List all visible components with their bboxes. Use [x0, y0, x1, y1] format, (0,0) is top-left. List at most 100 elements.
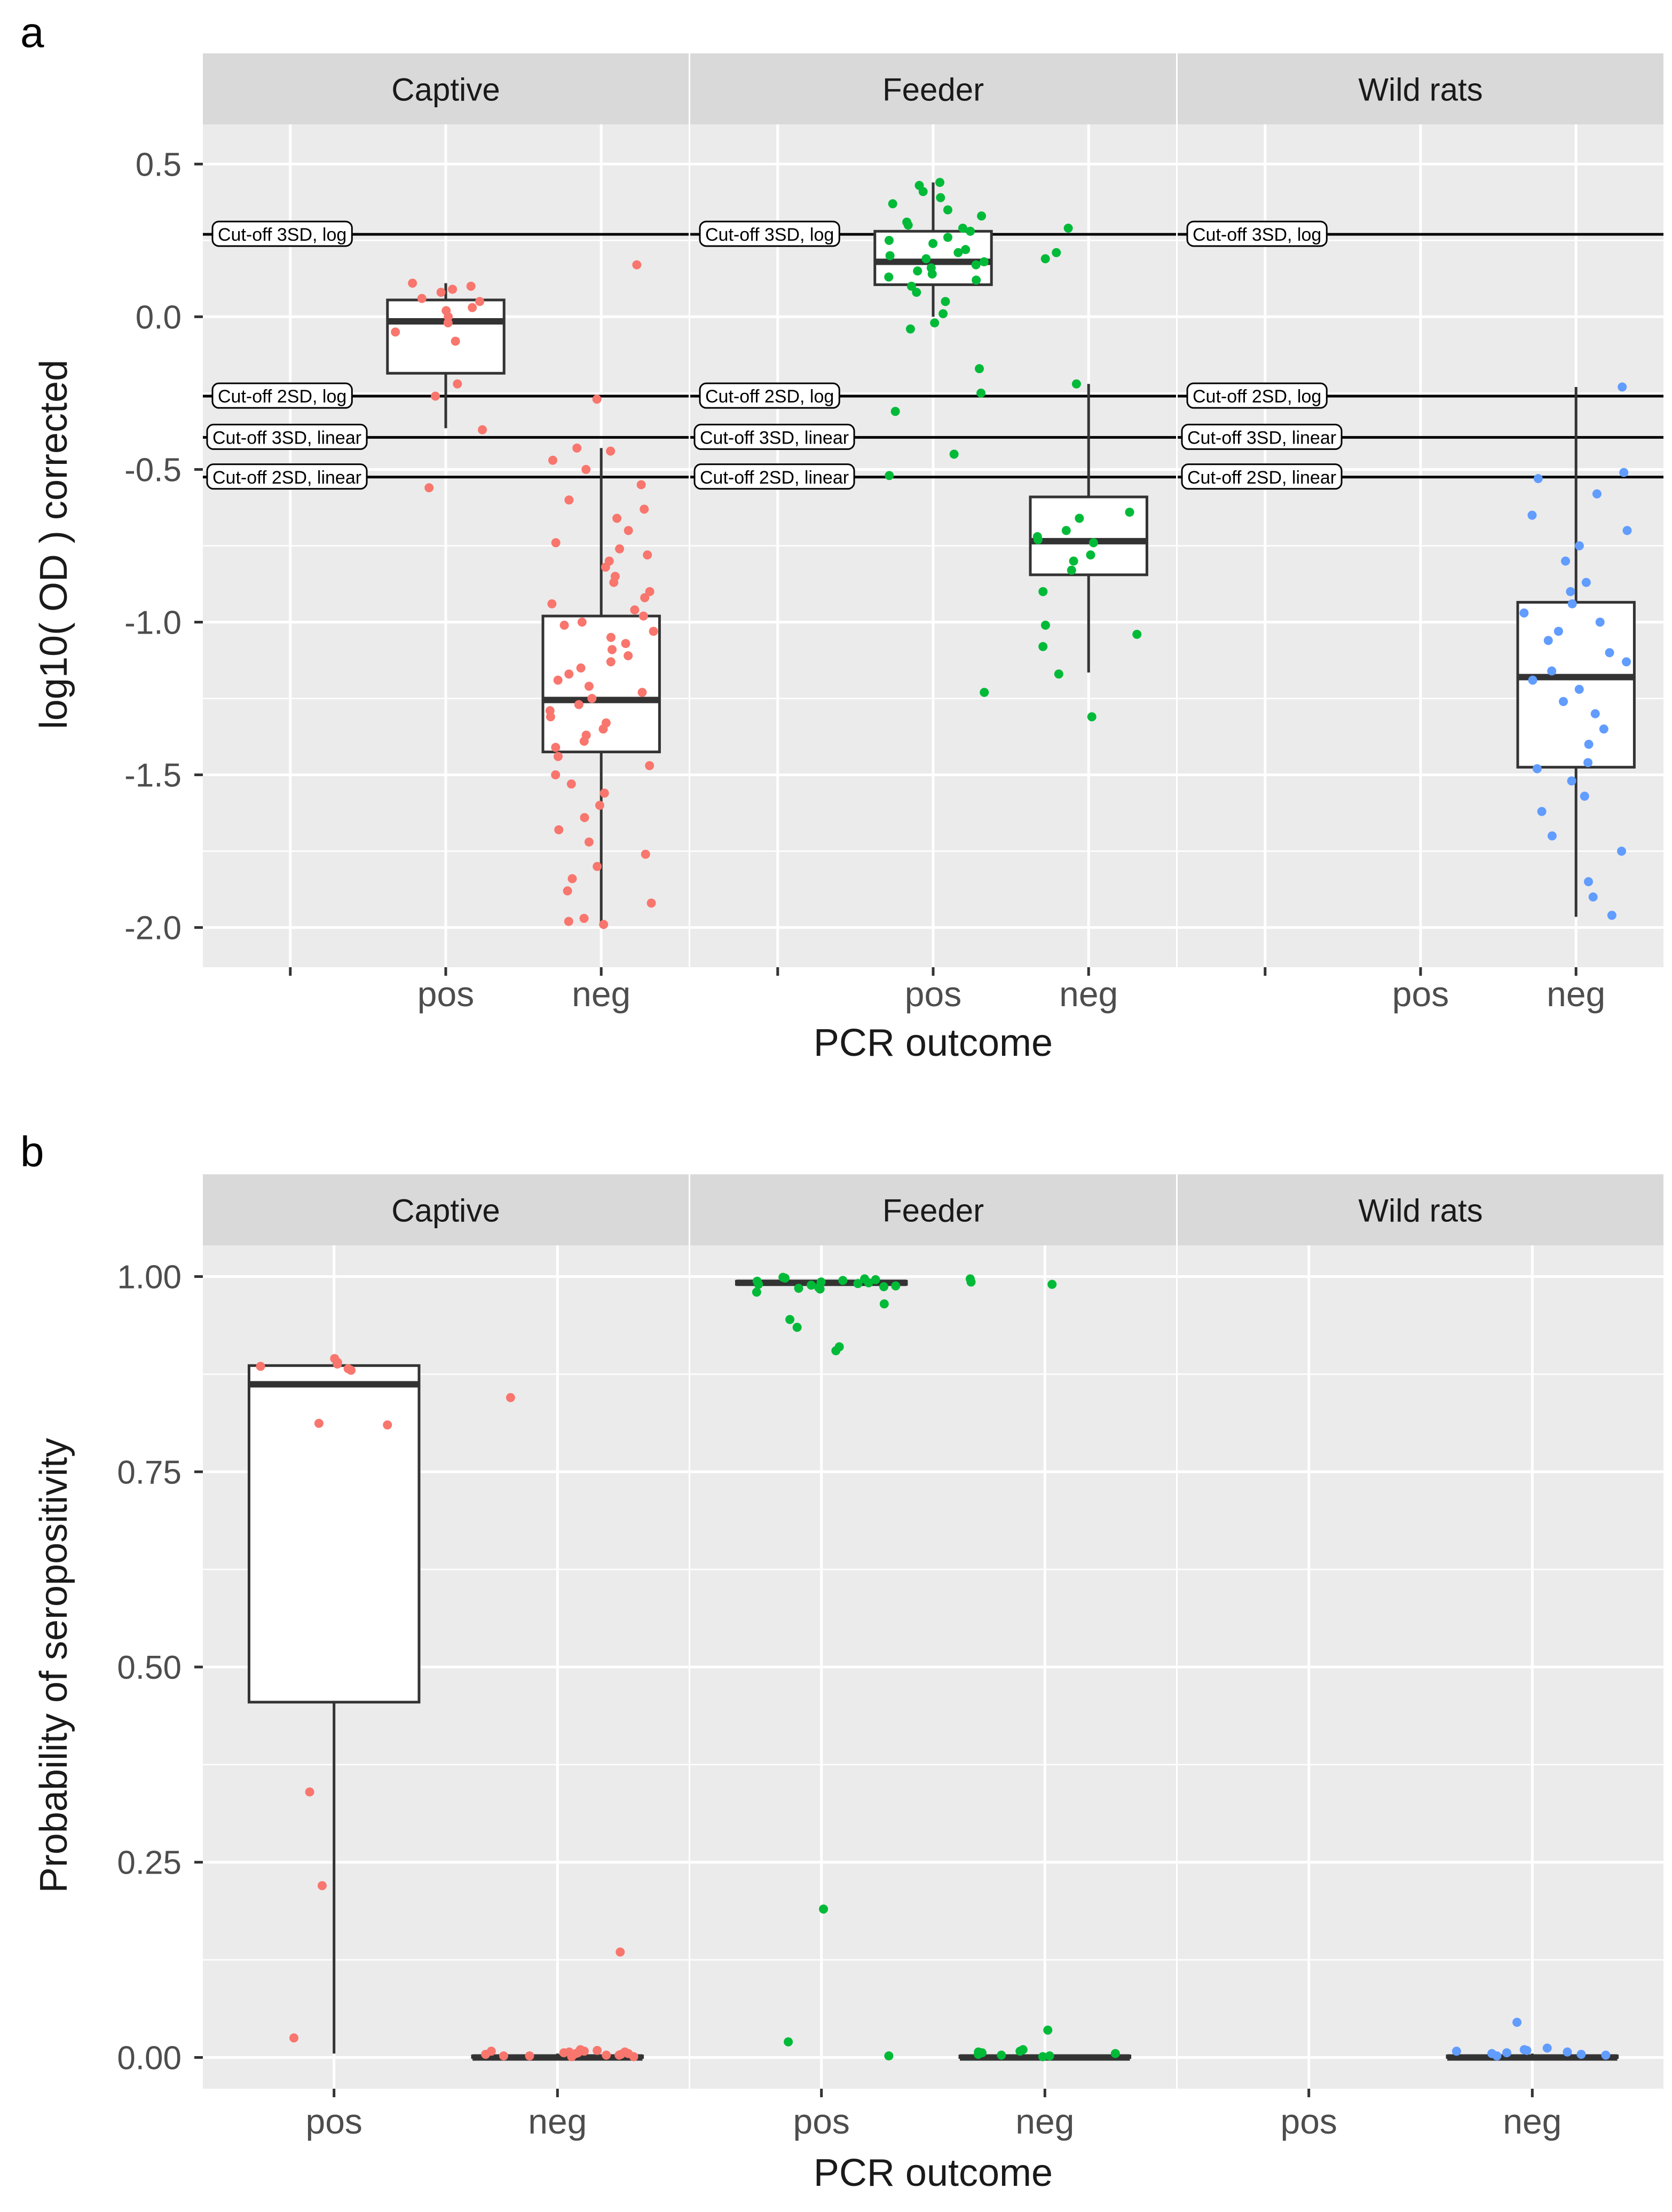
points-wild-rats-neg: [1519, 382, 1632, 920]
facet-title: Captive: [391, 72, 500, 108]
data-point: [938, 309, 948, 319]
data-point: [333, 1359, 342, 1369]
data-point: [599, 920, 609, 929]
points-wild-rats-neg: [1452, 2018, 1611, 2061]
data-point: [906, 281, 916, 291]
points-feeder-pos: [884, 178, 989, 697]
data-point: [317, 1881, 327, 1891]
box-wild-rats-neg: [1446, 2018, 1619, 2061]
data-point: [792, 1323, 802, 1332]
data-point: [921, 254, 931, 264]
data-point: [976, 388, 986, 398]
points-feeder-neg: [1032, 224, 1142, 722]
data-point: [256, 1362, 265, 1371]
data-point: [305, 1787, 314, 1797]
panel-label-a: a: [20, 9, 44, 56]
data-point: [553, 675, 563, 685]
cutoff-label-box: [699, 382, 840, 409]
data-point: [903, 220, 913, 230]
data-point: [961, 245, 971, 255]
y-tick-label: 0.75: [117, 1454, 182, 1491]
data-point: [884, 235, 894, 245]
cutoff-label-box: [693, 423, 855, 450]
data-point: [614, 2050, 624, 2060]
data-point: [1086, 550, 1095, 560]
data-point: [1038, 642, 1048, 651]
x-tick-label: neg: [572, 974, 630, 1014]
cutoff-label: Cut-off 2SD, linear: [212, 468, 361, 488]
data-point: [640, 593, 650, 603]
data-point: [784, 2037, 793, 2047]
data-point: [975, 364, 984, 374]
cutoff-label-box: [206, 463, 368, 490]
data-point: [1619, 468, 1629, 477]
data-point: [979, 257, 989, 266]
data-point: [1599, 724, 1608, 734]
y-tick-label: -1.5: [124, 757, 182, 794]
y-tick-label: 0.25: [117, 1845, 182, 1882]
data-point: [949, 449, 959, 459]
x-tick-label: pos: [1392, 974, 1449, 1014]
facet-feeder: Feeder pos neg Cut-off 3SD, log Cut-off 2SD,…: [690, 53, 1176, 1014]
data-point: [884, 2051, 894, 2061]
data-point: [890, 407, 900, 416]
facet-strip: [690, 53, 1176, 124]
data-point: [630, 605, 640, 615]
data-point: [383, 1420, 392, 1429]
data-point: [1087, 712, 1097, 722]
facet-strip: [1178, 1174, 1663, 1245]
data-point: [884, 272, 894, 282]
y-tick-label: 0.0: [136, 299, 182, 336]
data-point: [1561, 556, 1571, 566]
data-point: [1595, 618, 1605, 627]
data-point: [1543, 636, 1553, 645]
facet-title: Wild rats: [1358, 72, 1482, 108]
data-point: [1622, 526, 1632, 535]
x-tick-label: neg: [1503, 2102, 1561, 2141]
data-point: [1054, 669, 1063, 679]
data-point: [1583, 758, 1593, 768]
data-point: [443, 318, 453, 328]
box-wild-rats-neg: [1516, 382, 1636, 920]
data-point: [1566, 587, 1575, 596]
box-captive-neg: [471, 1393, 644, 2061]
box-captive-neg: [541, 260, 661, 929]
data-point: [641, 849, 650, 859]
data-point: [579, 913, 589, 923]
data-point: [645, 761, 654, 770]
data-point: [1590, 709, 1600, 718]
data-point: [525, 2051, 534, 2061]
data-point: [632, 260, 642, 270]
x-tick-label: neg: [528, 2102, 587, 2141]
data-point: [595, 801, 604, 810]
y-tick-label: -0.5: [124, 452, 182, 488]
data-point: [966, 226, 975, 236]
data-point: [966, 1277, 976, 1287]
cutoff-label-box: [693, 463, 855, 490]
data-point: [1567, 599, 1577, 609]
data-point: [551, 538, 561, 548]
y-tick-label: 0.00: [117, 2040, 182, 2076]
data-point: [1576, 2050, 1586, 2059]
box-body: [247, 1364, 421, 1704]
x-tick-label: pos: [793, 2102, 849, 2141]
cutoff-label: Cut-off 2SD, linear: [700, 468, 849, 488]
cutoff-label-box: [1181, 463, 1343, 490]
cutoff-label: Cut-off 3SD, linear: [212, 428, 361, 448]
data-point: [1581, 578, 1591, 587]
data-point: [879, 1299, 889, 1309]
data-point: [1033, 535, 1043, 544]
data-point: [314, 1419, 324, 1428]
data-point: [548, 455, 557, 465]
data-point: [580, 813, 589, 823]
data-point: [888, 199, 897, 209]
data-point: [1547, 831, 1557, 841]
data-point: [475, 297, 485, 306]
data-point: [1574, 541, 1584, 550]
data-point: [645, 587, 654, 596]
data-point: [972, 275, 981, 285]
chart-a: a log10( OD ) corrected PCR outcome 0.5 0.0 -…: [20, 9, 1663, 1064]
data-point: [606, 657, 616, 667]
data-point: [1040, 254, 1050, 264]
data-point: [912, 288, 921, 297]
